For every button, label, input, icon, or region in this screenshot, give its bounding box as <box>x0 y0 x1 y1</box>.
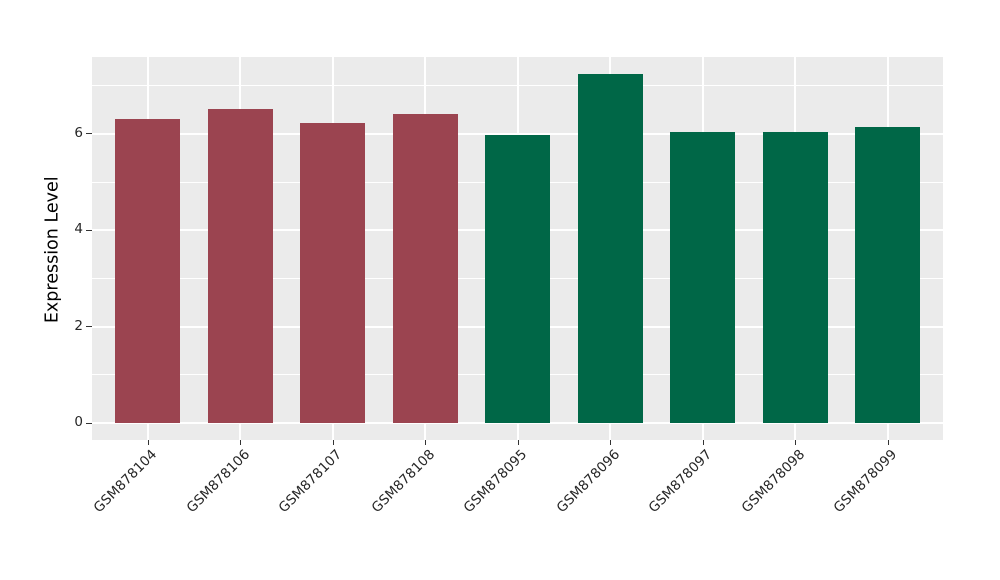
bar-GSM878107 <box>300 123 365 423</box>
x-tick-mark <box>240 440 241 445</box>
bar-GSM878098 <box>762 132 828 423</box>
y-tick-label: 2 <box>74 317 83 334</box>
bar-GSM878096 <box>577 74 643 423</box>
bar-GSM878099 <box>855 126 920 423</box>
y-tick-label: 6 <box>74 124 83 141</box>
y-tick-mark <box>86 326 92 328</box>
y-tick-label: 0 <box>74 414 83 430</box>
x-tick-mark <box>425 440 426 445</box>
x-tick-label: GSM878104 <box>90 446 161 517</box>
x-tick-label: GSM878106 <box>183 446 253 517</box>
x-tick-label: GSM878108 <box>368 446 438 517</box>
y-tick-label: 4 <box>74 221 83 238</box>
x-tick-mark <box>332 440 334 445</box>
bar-GSM878108 <box>392 114 458 423</box>
bar-GSM878097 <box>670 132 735 423</box>
bar-GSM878104 <box>115 119 180 423</box>
bar-GSM878106 <box>207 108 273 423</box>
x-tick-label: GSM878095 <box>460 446 531 517</box>
x-tick-mark <box>887 440 889 445</box>
plot-panel <box>92 57 943 440</box>
x-tick-mark <box>610 440 611 445</box>
x-tick-mark <box>147 440 149 445</box>
x-tick-label: GSM878099 <box>830 446 901 517</box>
x-tick-label: GSM878107 <box>275 446 346 517</box>
x-tick-mark <box>795 440 796 445</box>
bar-GSM878095 <box>485 134 550 423</box>
x-tick-mark <box>517 440 519 445</box>
x-tick-mark <box>702 440 704 445</box>
y-tick-mark <box>86 422 92 424</box>
x-tick-label: GSM878096 <box>553 446 623 517</box>
x-tick-label: GSM878097 <box>645 446 716 517</box>
x-tick-label: GSM878098 <box>738 446 808 517</box>
y-tick-mark <box>86 133 92 135</box>
y-tick-mark <box>86 229 92 231</box>
